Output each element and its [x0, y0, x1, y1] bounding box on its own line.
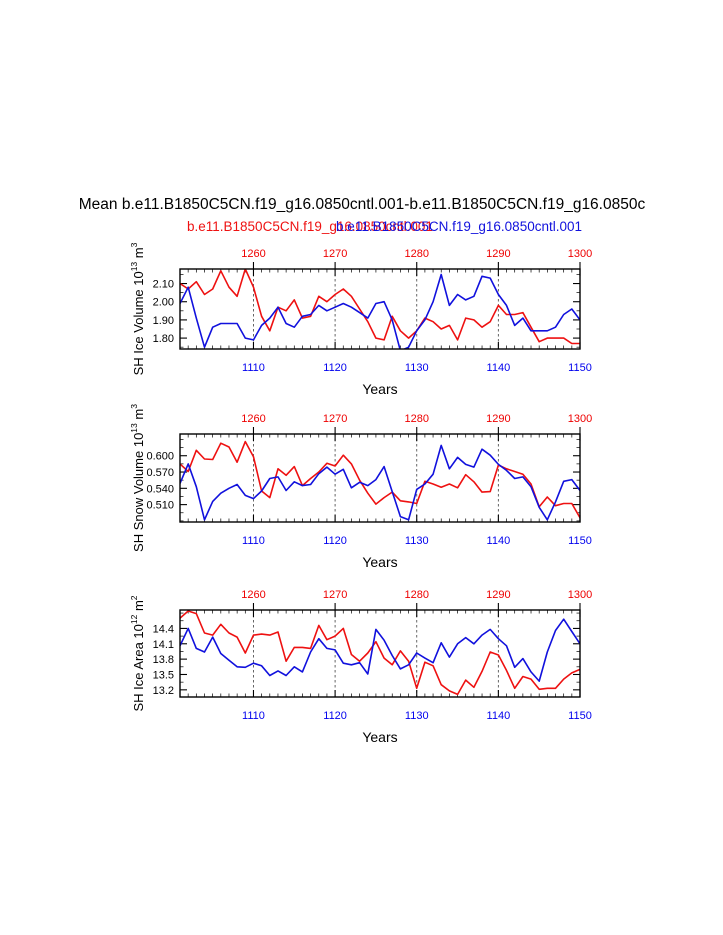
y-tick-label: 13.2	[153, 685, 174, 697]
x-axis-title: Years	[362, 729, 397, 745]
plot-frame	[179, 433, 581, 523]
top-x-tick-label: 1280	[404, 589, 428, 601]
top-x-tick-label: 1270	[323, 248, 347, 260]
red-series-line	[180, 610, 580, 696]
x-tick-label: 1120	[323, 710, 347, 722]
top-x-tick-label: 1270	[323, 413, 347, 425]
x-tick-label: 1110	[242, 710, 265, 722]
blue-series-line	[180, 273, 580, 349]
top-x-tick-label: 1280	[404, 248, 428, 260]
x-tick-label: 1140	[487, 710, 511, 722]
y-tick-label: 0.570	[146, 467, 174, 479]
red-series-line	[180, 269, 580, 345]
y-tick-label: 13.5	[153, 669, 174, 681]
y-tick-label: 2.10	[153, 279, 174, 291]
x-tick-label: 1110	[242, 535, 265, 547]
x-tick-label: 1120	[323, 535, 347, 547]
red-series-line	[180, 440, 580, 519]
y-tick-label: 0.510	[146, 500, 174, 512]
main-title: Mean b.e11.B1850C5CN.f19_g16.0850cntl.00…	[79, 196, 646, 213]
y-tick-label: 14.4	[153, 623, 174, 635]
blue-series-line	[180, 618, 580, 682]
top-x-tick-label: 1300	[568, 248, 592, 260]
ice-volume-panel: 1110 1260 1120 1270 1130 1280 1140 1290 1150 1300…	[129, 242, 592, 397]
y-axis-title: SH Snow Volume 1013 m3	[129, 404, 146, 552]
plot-frame	[179, 609, 581, 698]
y-tick-label: 1.90	[153, 315, 174, 327]
x-tick-label: 1150	[568, 710, 592, 722]
y-tick-label: 1.80	[153, 333, 174, 345]
top-x-tick-label: 1260	[241, 413, 265, 425]
y-axis-title: SH Ice Area 1012 m2	[129, 595, 146, 711]
x-tick-label: 1130	[405, 362, 429, 374]
blue-series-line	[180, 444, 580, 521]
top-x-tick-label: 1290	[486, 589, 510, 601]
ice-area-panel: 1110 1260 1120 1270 1130 1280 1140 1290 1150 1300…	[129, 589, 592, 745]
x-tick-label: 1150	[568, 362, 592, 374]
snow-volume-panel: 1110 1260 1120 1270 1130 1280 1140 1290 1150 1300…	[129, 404, 592, 570]
x-tick-label: 1130	[405, 535, 429, 547]
top-x-tick-label: 1260	[241, 248, 265, 260]
plot-frame	[179, 268, 581, 350]
top-x-tick-label: 1280	[404, 413, 428, 425]
x-axis-title: Years	[362, 554, 397, 570]
y-tick-label: 13.8	[153, 654, 174, 666]
x-tick-label: 1140	[487, 362, 511, 374]
y-tick-label: 0.540	[146, 483, 174, 495]
y-tick-label: 14.1	[153, 639, 174, 651]
y-axis-title: SH Ice Volume 1013 m3	[129, 242, 146, 375]
left-subtitle: b.e11.B1850C5CN.f19_g16.0850cntl.001	[187, 219, 433, 234]
top-x-tick-label: 1260	[241, 589, 265, 601]
y-tick-label: 2.00	[153, 297, 174, 309]
x-axis-title: Years	[362, 381, 397, 397]
top-x-tick-label: 1300	[568, 589, 592, 601]
right-subtitle: b.e11.B1850C5CN.f19_g16.0850cntl.001	[336, 219, 582, 234]
x-tick-label: 1140	[487, 535, 511, 547]
top-x-tick-label: 1290	[486, 413, 510, 425]
y-tick-label: 0.600	[146, 451, 174, 463]
top-x-tick-label: 1270	[323, 589, 347, 601]
top-x-tick-label: 1300	[568, 413, 592, 425]
x-tick-label: 1130	[405, 710, 429, 722]
top-x-tick-label: 1290	[486, 248, 510, 260]
x-tick-label: 1110	[242, 362, 265, 374]
x-tick-label: 1120	[323, 362, 347, 374]
x-tick-label: 1150	[568, 535, 592, 547]
